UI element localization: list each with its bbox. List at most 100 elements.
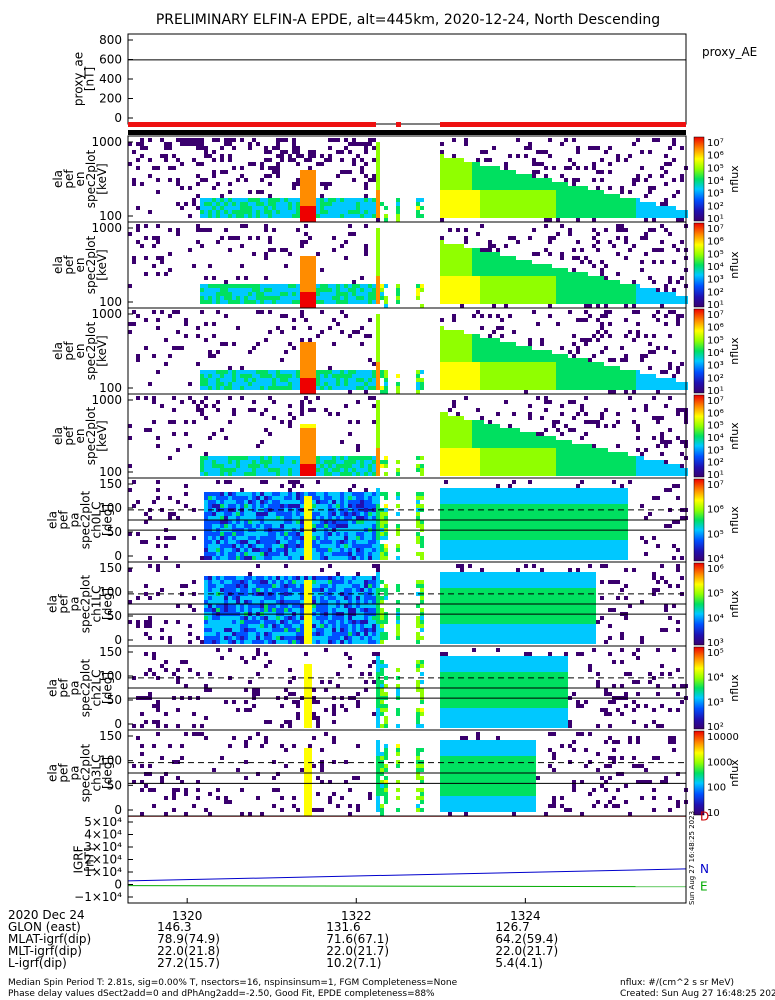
heatmap-cell: [376, 436, 380, 440]
heatmap-cell: [280, 358, 284, 362]
heatmap-cell: [252, 496, 256, 500]
heatmap-cell: [376, 288, 380, 292]
heatmap-cell: [668, 396, 672, 400]
heatmap-cell: [512, 452, 516, 456]
heatmap-cell: [232, 386, 236, 390]
heatmap-cell: [476, 378, 480, 382]
heatmap-cell: [612, 366, 616, 370]
heatmap-cell: [288, 214, 292, 218]
heatmap-cell: [512, 358, 516, 362]
heatmap-cell: [308, 390, 312, 394]
heatmap-cell: [560, 432, 564, 436]
heatmap-cell: [348, 390, 352, 394]
heatmap-cell: [332, 382, 336, 386]
heatmap-cell: [276, 210, 280, 214]
heatmap-cell: [200, 178, 204, 182]
heatmap-cell: [376, 330, 380, 334]
heatmap-cell: [596, 232, 600, 236]
heatmap-cell: [636, 330, 640, 334]
heatmap-cell: [504, 280, 508, 284]
heatmap-cell: [324, 382, 328, 386]
heatmap-cell: [468, 214, 472, 218]
heatmap-cell: [228, 532, 232, 536]
heatmap-cell: [488, 296, 492, 300]
heatmap-cell: [480, 300, 484, 304]
heatmap-cell: [548, 292, 552, 296]
heatmap-cell: [516, 288, 520, 292]
heatmap-cell: [628, 468, 632, 472]
heatmap-cell: [456, 464, 460, 468]
heatmap-cell: [488, 444, 492, 448]
heatmap-cell: [200, 244, 204, 248]
heatmap-cell: [576, 280, 580, 284]
heatmap-cell: [600, 170, 604, 174]
heatmap-cell: [308, 460, 312, 464]
heatmap-cell: [504, 210, 508, 214]
heatmap-cell: [232, 370, 236, 374]
heatmap-cell: [272, 202, 276, 206]
heatmap-cell: [532, 468, 536, 472]
heatmap-cell: [488, 198, 492, 202]
heatmap-cell: [156, 272, 160, 276]
heatmap-cell: [244, 300, 248, 304]
heatmap-cell: [304, 182, 308, 186]
heatmap-cell: [296, 548, 300, 552]
heatmap-cell: [168, 456, 172, 460]
heatmap-cell: [328, 370, 332, 374]
heatmap-cell: [312, 428, 316, 432]
heatmap-cell: [372, 284, 376, 288]
heatmap-cell: [484, 182, 488, 186]
colorbar-tick: 10⁷: [707, 224, 724, 235]
heatmap-cell: [512, 378, 516, 382]
heatmap-cell: [312, 276, 316, 280]
heatmap-cell: [612, 386, 616, 390]
heatmap-cell: [608, 358, 612, 362]
heatmap-cell: [636, 382, 640, 386]
heatmap-cell: [376, 190, 380, 194]
heatmap-cell: [304, 272, 308, 276]
heatmap-cell: [444, 444, 448, 448]
heatmap-cell: [232, 472, 236, 476]
heatmap-cell: [268, 536, 272, 540]
heatmap-cell: [212, 496, 216, 500]
heatmap-cell: [564, 464, 568, 468]
heatmap-cell: [328, 468, 332, 472]
heatmap-cell: [680, 472, 684, 476]
heatmap-cell: [612, 460, 616, 464]
heatmap-cell: [384, 370, 388, 374]
heatmap-cell: [472, 276, 476, 280]
heatmap-cell: [448, 334, 452, 338]
heatmap-cell: [224, 436, 228, 440]
heatmap-cell: [552, 424, 556, 428]
heatmap-cell: [632, 456, 636, 460]
heatmap-cell: [604, 472, 608, 476]
heatmap-cell: [540, 436, 544, 440]
heatmap-cell: [312, 532, 316, 536]
heatmap-cell: [272, 378, 276, 382]
colorbar-tick: 10¹: [707, 386, 724, 397]
heatmap-cell: [604, 288, 608, 292]
heatmap-cell: [568, 382, 572, 386]
heatmap-cell: [360, 342, 364, 346]
heatmap-cell: [472, 354, 476, 358]
heatmap-cell: [492, 276, 496, 280]
heatmap-cell: [396, 218, 400, 222]
heatmap-cell: [312, 382, 316, 386]
heatmap-cell: [216, 524, 220, 528]
heatmap-cell: [516, 362, 520, 366]
heatmap-cell: [452, 158, 456, 162]
heatmap-cell: [548, 374, 552, 378]
heatmap-cell: [520, 276, 524, 280]
heatmap-cell: [472, 202, 476, 206]
heatmap-cell: [448, 354, 452, 358]
heatmap-cell: [452, 386, 456, 390]
heatmap-cell: [460, 256, 464, 260]
heatmap-cell: [608, 382, 612, 386]
heatmap-cell: [276, 552, 280, 556]
heatmap-cell: [268, 500, 272, 504]
heatmap-cell: [300, 366, 304, 370]
heatmap-cell: [308, 292, 312, 296]
heatmap-cell: [220, 520, 224, 524]
heatmap-cell: [448, 416, 452, 420]
heatmap-cell: [564, 202, 568, 206]
